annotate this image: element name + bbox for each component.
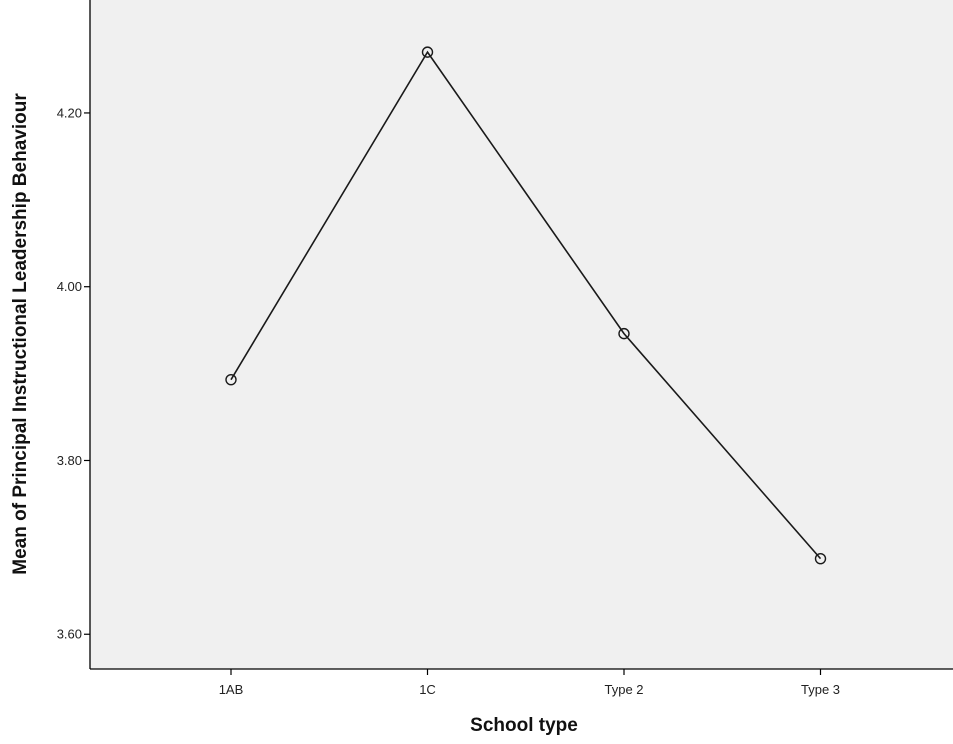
x-tick-label: 1C (419, 682, 436, 697)
y-tick-label: 4.20 (57, 105, 82, 120)
ticks-layer: 3.60 3.80 4.00 4.20 1AB 1C Type 2 Type 3 (57, 105, 840, 697)
data-point-marker (421, 46, 434, 58)
y-axis-title: Mean of Principal Instructional Leadersh… (10, 93, 31, 575)
data-point-marker (618, 327, 630, 340)
data-point-marker (814, 552, 827, 565)
plot-area (90, 0, 953, 669)
x-axis-title: School type (470, 715, 578, 736)
y-tick-label: 3.80 (57, 453, 82, 468)
x-tick-label: Type 2 (604, 682, 643, 697)
series-line (230, 50, 822, 560)
y-tick-label: 3.60 (57, 627, 82, 642)
y-tick-label: 4.00 (57, 279, 82, 294)
series-layer (230, 50, 822, 560)
x-tick-label: Type 3 (801, 682, 840, 697)
x-tick-label: 1AB (219, 682, 244, 697)
markers-layer (225, 46, 827, 565)
data-point-marker (225, 373, 237, 386)
